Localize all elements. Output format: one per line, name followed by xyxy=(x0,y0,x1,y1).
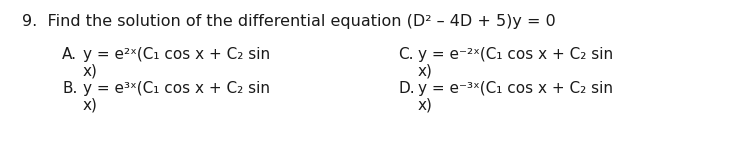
Text: x): x) xyxy=(83,64,98,79)
Text: B.: B. xyxy=(62,81,77,96)
Text: x): x) xyxy=(418,64,433,79)
Text: A.: A. xyxy=(62,47,77,62)
Text: x): x) xyxy=(83,98,98,113)
Text: y = e²ˣ(C₁ cos x + C₂ sin: y = e²ˣ(C₁ cos x + C₂ sin xyxy=(83,47,270,62)
Text: y = e⁻²ˣ(C₁ cos x + C₂ sin: y = e⁻²ˣ(C₁ cos x + C₂ sin xyxy=(418,47,614,62)
Text: 9.  Find the solution of the differential equation (D² – 4D + 5)y = 0: 9. Find the solution of the differential… xyxy=(22,14,556,29)
Text: x): x) xyxy=(418,98,433,113)
Text: y = e³ˣ(C₁ cos x + C₂ sin: y = e³ˣ(C₁ cos x + C₂ sin xyxy=(83,81,270,96)
Text: y = e⁻³ˣ(C₁ cos x + C₂ sin: y = e⁻³ˣ(C₁ cos x + C₂ sin xyxy=(418,81,613,96)
Text: D.: D. xyxy=(398,81,415,96)
Text: C.: C. xyxy=(398,47,413,62)
